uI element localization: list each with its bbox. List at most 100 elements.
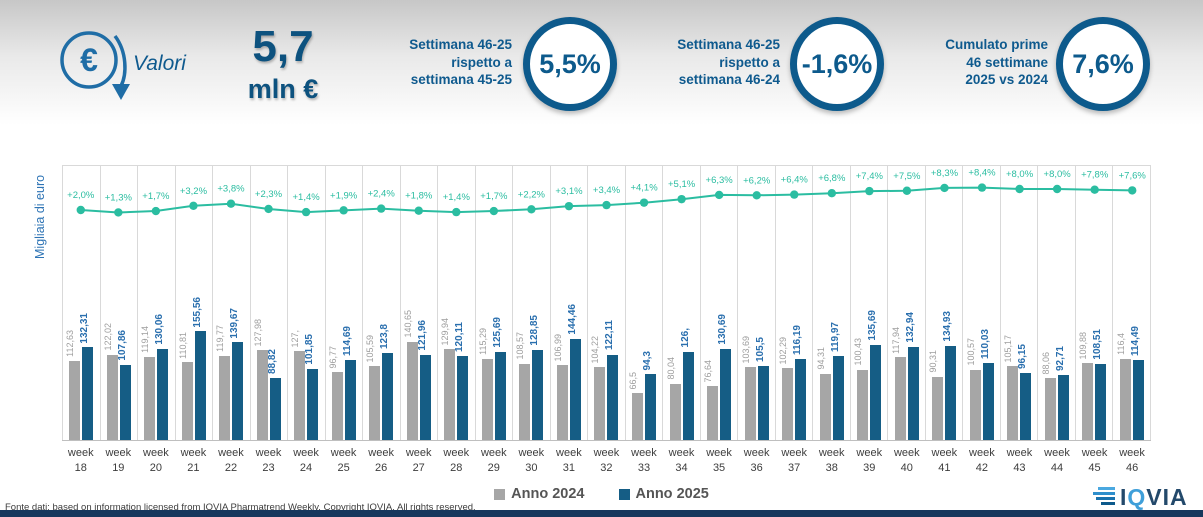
bar-2025-week-27 [419, 354, 431, 440]
value-label-2024-week-29: 115,29 [477, 328, 488, 356]
bar-2025-week-21 [194, 331, 206, 440]
bar-2024-week-22 [219, 356, 231, 440]
value-label-2024-week-36: 103,69 [740, 335, 751, 364]
value-label-2024-week-31: 106,99 [552, 333, 563, 362]
value-label-2024-week-19: 122,02 [102, 323, 113, 351]
x-tick-week-25: week 25 [330, 447, 357, 474]
bar-2025-week-25 [344, 359, 356, 440]
euro-glyph: € [80, 42, 98, 78]
bar-2024-week-26 [369, 366, 381, 440]
bar-2024-week-39 [857, 369, 869, 440]
week-column-39: 100,43 135,69 [851, 166, 889, 440]
value-label-2025-week-27: 121,96 [416, 320, 428, 351]
value-label-2025-week-34: 126, [679, 328, 691, 348]
value-label-2025-week-29: 125,69 [491, 317, 503, 349]
week-column-23: 127,98 88,82 [251, 166, 289, 440]
bar-2024-week-35 [707, 386, 719, 440]
bar-2024-week-41 [932, 376, 944, 440]
value-label-2025-week-25: 114,69 [341, 325, 353, 356]
bar-2024-week-40 [894, 357, 906, 440]
bar-2025-week-32 [607, 354, 619, 440]
value-label-2024-week-25: 96,77 [327, 345, 338, 369]
value-label-2024-week-38: 94,31 [815, 347, 826, 370]
bar-2024-week-30 [519, 364, 531, 440]
x-tick-week-18: week 18 [67, 447, 94, 474]
total-value: 5,7 [252, 22, 314, 71]
value-label-2025-week-31: 144,46 [566, 304, 578, 335]
x-tick-week-26: week 26 [368, 447, 394, 474]
x-tick-week-43: week 43 [1006, 447, 1033, 474]
week-column-27: 140,65 121,96 [401, 166, 439, 440]
week-column-19: 122,02 107,86 [101, 166, 139, 440]
iqvia-logo-text: IQVIA [1120, 484, 1188, 510]
bar-2024-week-28 [444, 349, 456, 440]
x-tick-week-34: week 34 [668, 447, 695, 474]
bar-2024-week-20 [144, 356, 156, 440]
week-column-22: 119,77 139,67 [213, 166, 251, 440]
kpi-3-value: 7,6% [1072, 48, 1134, 79]
bar-2024-week-25 [331, 372, 343, 440]
bar-2024-week-29 [481, 359, 493, 440]
value-label-2024-week-24: 127, [290, 329, 301, 348]
value-label-2025-week-42: 110,03 [979, 328, 991, 359]
bar-2025-week-28 [457, 355, 469, 440]
valori-label: Valori [133, 52, 186, 75]
week-column-44: 88,06 92,71 [1038, 166, 1076, 440]
bar-2024-week-45 [1082, 363, 1094, 440]
value-label-2024-week-37: 102,29 [778, 336, 789, 365]
legend-label: Anno 2024 [511, 486, 585, 502]
bar-2024-week-21 [181, 362, 193, 440]
week-column-37: 102,29 116,19 [776, 166, 814, 440]
value-label-2024-week-26: 105,59 [365, 334, 376, 363]
bar-2024-week-34 [669, 383, 681, 440]
source-note: Fonte dati: based on information license… [5, 502, 476, 513]
week-column-26: 105,59 123,8 [363, 166, 401, 440]
week-column-21: 110,81 155,56 [176, 166, 214, 440]
bar-2024-week-43 [1007, 366, 1019, 440]
value-label-2024-week-39: 100,43 [853, 338, 864, 366]
x-tick-week-38: week 38 [818, 447, 845, 474]
bar-2025-week-29 [494, 352, 506, 440]
kpi-3-circle: 7,6% [1056, 17, 1150, 111]
bar-2025-week-35 [720, 348, 732, 440]
value-label-2024-week-34: 80,04 [665, 357, 676, 380]
value-label-2025-week-33: 94,3 [641, 350, 653, 370]
bar-2025-week-22 [232, 342, 244, 440]
week-column-32: 104,22 122,11 [588, 166, 626, 440]
x-tick-week-23: week 23 [255, 447, 282, 474]
week-column-24: 127, 101,85 [288, 166, 326, 440]
bar-2025-week-20 [157, 348, 169, 440]
bar-2025-week-24 [307, 368, 319, 440]
legend-item-anno-2024: Anno 2024 [494, 486, 585, 502]
x-tick-week-40: week 40 [893, 447, 920, 474]
value-label-2025-week-44: 92,71 [1054, 346, 1066, 372]
x-tick-week-27: week 27 [405, 447, 432, 474]
bar-2025-week-26 [382, 353, 394, 440]
value-label-2024-week-40: 117,94 [890, 326, 901, 354]
value-label-2024-week-41: 90,31 [928, 350, 939, 373]
week-column-40: 117,94 132,94 [888, 166, 926, 440]
bar-2024-week-27 [406, 341, 418, 440]
x-tick-week-45: week 45 [1081, 447, 1108, 474]
week-column-35: 76,64 130,69 [701, 166, 739, 440]
value-label-2025-week-28: 120,11 [454, 321, 466, 352]
euro-arrow-icon: € [55, 22, 137, 119]
value-label-2024-week-44: 88,06 [1040, 351, 1051, 375]
x-tick-week-32: week 32 [593, 447, 620, 474]
bar-2025-week-37 [795, 358, 807, 440]
value-label-2025-week-41: 134,93 [942, 310, 954, 342]
x-tick-week-31: week 31 [556, 447, 582, 474]
iqvia-logo: IQVIA [1092, 483, 1200, 516]
bar-2025-week-23 [269, 377, 281, 440]
x-tick-week-28: week 28 [443, 447, 470, 474]
y-axis-title: Migliaia di euro [33, 174, 47, 259]
week-column-29: 115,29 125,69 [476, 166, 514, 440]
kpi-2-value: -1,6% [801, 48, 873, 79]
value-label-2025-week-26: 123,8 [379, 324, 391, 350]
value-label-2025-week-22: 139,67 [229, 307, 241, 339]
week-column-20: 119,14 130,06 [138, 166, 176, 440]
legend: Anno 2024 Anno 2025 [0, 486, 1203, 502]
legend-swatch [494, 488, 506, 500]
value-label-2024-week-20: 119,14 [140, 325, 151, 353]
